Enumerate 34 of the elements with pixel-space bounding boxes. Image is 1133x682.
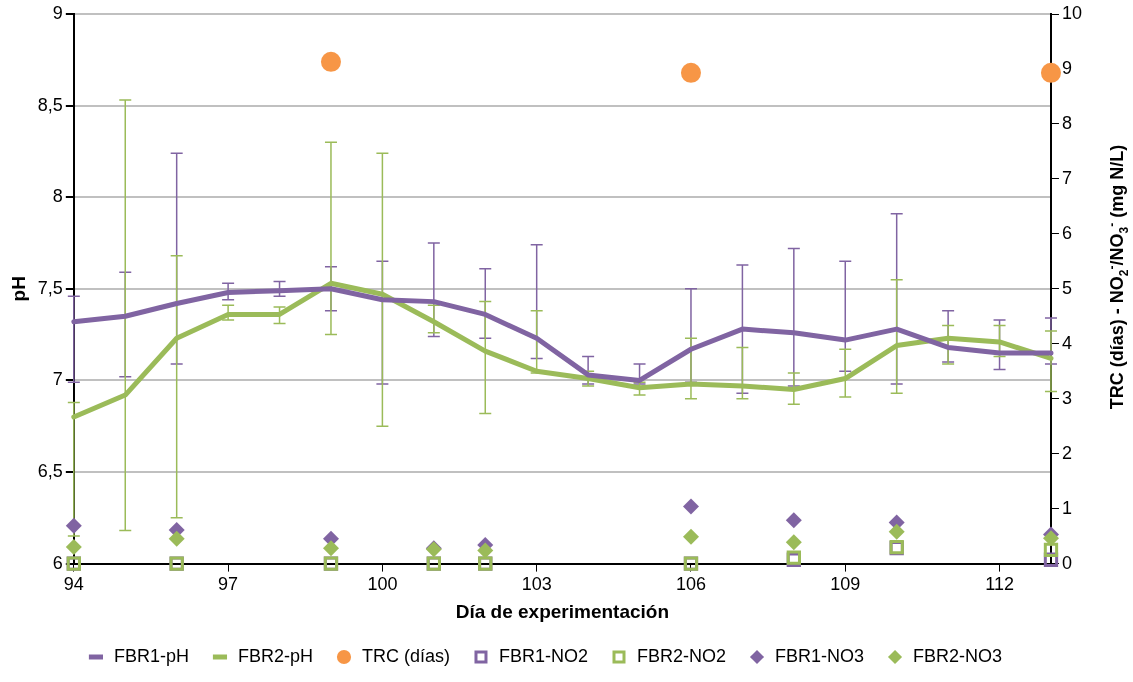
y-tick-label: 8,5 [37, 94, 63, 115]
legend-label: FBR2-pH [237, 645, 313, 666]
y2-tick-label: 10 [1061, 2, 1083, 23]
y2-tick-label: 5 [1061, 277, 1072, 298]
x-tick-label: 106 [675, 574, 706, 595]
x-tick-label: 103 [521, 574, 552, 595]
y2-tick-label: 3 [1061, 387, 1072, 408]
y2-tick-label: 7 [1061, 167, 1072, 188]
y-tick-label: 6 [52, 552, 63, 573]
y2-tick-label: 1 [1061, 497, 1072, 518]
y-tick-label: 7 [52, 369, 63, 390]
x-tick-label: 97 [218, 574, 239, 595]
y2-tick-label: 6 [1061, 222, 1072, 243]
y-tick-label: 7,5 [37, 277, 63, 298]
x-axis-title: Día de experimentación [455, 600, 670, 622]
y2-tick-label: 2 [1061, 442, 1072, 463]
y-tick-label: 8 [52, 186, 63, 207]
legend-label: TRC (días) [361, 645, 450, 666]
y2-tick-label: 4 [1061, 332, 1072, 353]
y-axis-title: pH [7, 276, 29, 302]
x-tick-label: 112 [985, 574, 1014, 595]
legend-label: FBR2-NO3 [913, 645, 1003, 666]
legend-label: FBR1-pH [113, 645, 189, 666]
y2-tick-label: 0 [1061, 552, 1072, 573]
y2-tick-label: 8 [1061, 112, 1072, 133]
legend-label: FBR2-NO2 [637, 645, 727, 666]
x-tick-label: 100 [367, 574, 398, 595]
y-tick-label: 6,5 [37, 460, 63, 481]
legend-label: FBR1-NO2 [498, 645, 588, 666]
y-tick-label: 9 [52, 2, 63, 23]
x-tick-label: 109 [830, 574, 861, 595]
legend-label: FBR1-NO3 [775, 645, 865, 666]
x-tick-label: 94 [63, 574, 84, 595]
y2-tick-label: 9 [1061, 57, 1072, 78]
